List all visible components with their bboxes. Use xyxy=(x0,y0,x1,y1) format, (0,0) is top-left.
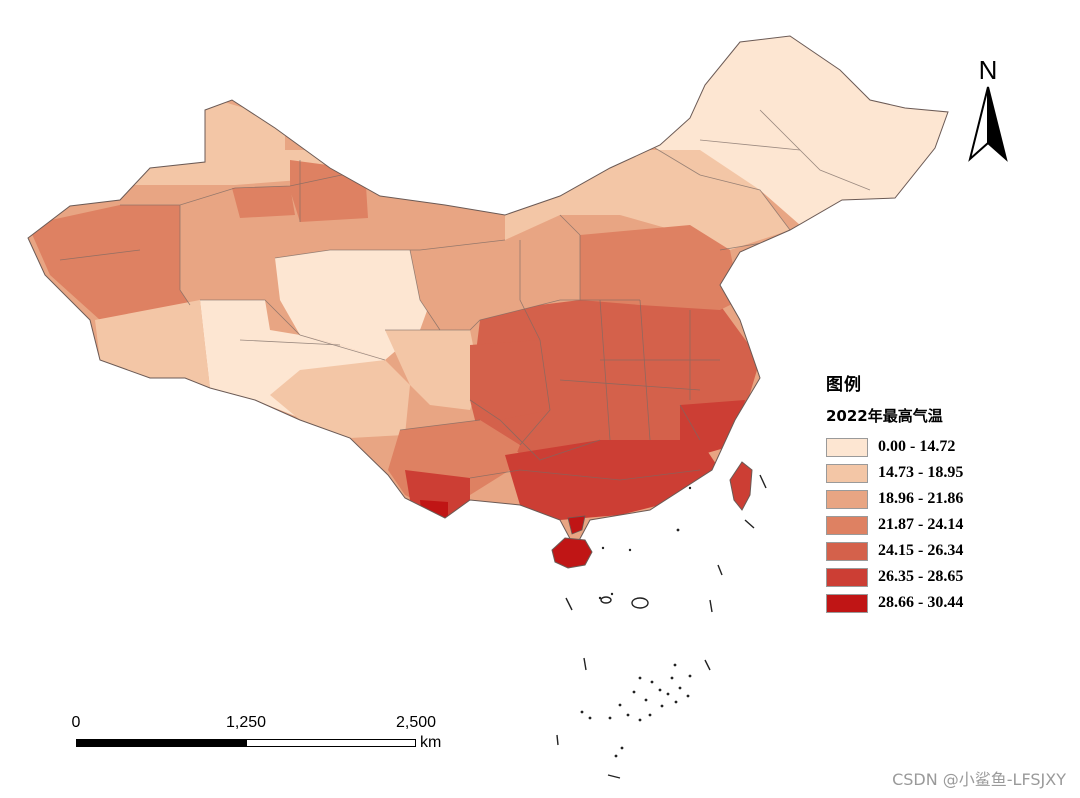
scale-unit: km xyxy=(420,734,442,751)
scale-segment-black xyxy=(76,739,246,747)
scale-tick-2: 2,500 xyxy=(395,714,437,731)
leizhou-peninsula xyxy=(567,515,586,535)
legend-class: 18.96 - 21.86 xyxy=(826,486,1026,512)
legend-label: 24.15 - 26.34 xyxy=(878,542,964,559)
legend-swatch xyxy=(826,593,868,613)
legend: 图例 2022年最高气温 0.00 - 14.72 14.73 - 18.95 … xyxy=(826,370,1026,616)
internal-boundaries xyxy=(59,109,871,481)
legend-class: 28.66 - 30.44 xyxy=(826,590,1026,616)
country-outline xyxy=(27,35,949,550)
legend-class: 14.73 - 18.95 xyxy=(826,460,1026,486)
north-label: N xyxy=(978,55,998,85)
region-karamay xyxy=(232,186,295,218)
legend-label: 28.66 - 30.44 xyxy=(878,594,964,611)
region-shanxi xyxy=(520,235,580,305)
scale-tick-0: 0 xyxy=(71,714,81,731)
legend-class: 0.00 - 14.72 xyxy=(826,434,1026,460)
legend-swatch xyxy=(826,463,868,483)
north-arrow: N xyxy=(960,55,1016,165)
region-guangxi-guangdong xyxy=(505,440,720,520)
legend-class: 21.87 - 24.14 xyxy=(826,512,1026,538)
legend-label: 14.73 - 18.95 xyxy=(878,464,964,481)
region-tibet-east xyxy=(270,360,410,438)
spratly-dots xyxy=(580,486,692,758)
legend-class: 24.15 - 26.34 xyxy=(826,538,1026,564)
legend-subtitle: 2022年最高气温 xyxy=(826,407,943,425)
legend-label: 21.87 - 24.14 xyxy=(878,516,964,533)
region-yunnan-south xyxy=(405,470,470,518)
region-sichuan-west xyxy=(385,330,480,410)
south-china-sea-islands xyxy=(556,474,767,779)
region-sichuan-basin xyxy=(470,340,550,420)
scale-bar: 0 1,250 2,500 km xyxy=(66,714,466,754)
region-gansu xyxy=(410,240,520,330)
region-north-plain xyxy=(580,225,740,310)
region-tibet-south xyxy=(95,300,210,388)
legend-title: 图例 xyxy=(826,375,862,395)
legend-label: 26.35 - 28.65 xyxy=(878,568,964,585)
watermark: CSDN @小鲨鱼-LFSJXY xyxy=(892,770,1066,789)
legend-class: 26.35 - 28.65 xyxy=(826,564,1026,590)
scale-segment-white xyxy=(246,739,416,747)
hainan-island xyxy=(551,537,593,569)
legend-label: 0.00 - 14.72 xyxy=(878,438,956,455)
legend-swatch xyxy=(826,567,868,587)
scale-tick-1: 1,250 xyxy=(225,714,267,731)
region-turpan xyxy=(290,160,368,222)
legend-classes: 0.00 - 14.72 14.73 - 18.95 18.96 - 21.86… xyxy=(826,434,1026,616)
legend-swatch xyxy=(826,541,868,561)
region-south-xinjiang xyxy=(28,205,190,320)
region-fujian xyxy=(680,400,745,455)
legend-label: 18.96 - 21.86 xyxy=(878,490,964,507)
legend-swatch xyxy=(826,489,868,509)
north-arrow-icon xyxy=(968,86,1008,162)
legend-swatch xyxy=(826,515,868,535)
region-altai xyxy=(200,95,285,165)
legend-swatch xyxy=(826,437,868,457)
taiwan-island xyxy=(729,461,753,511)
